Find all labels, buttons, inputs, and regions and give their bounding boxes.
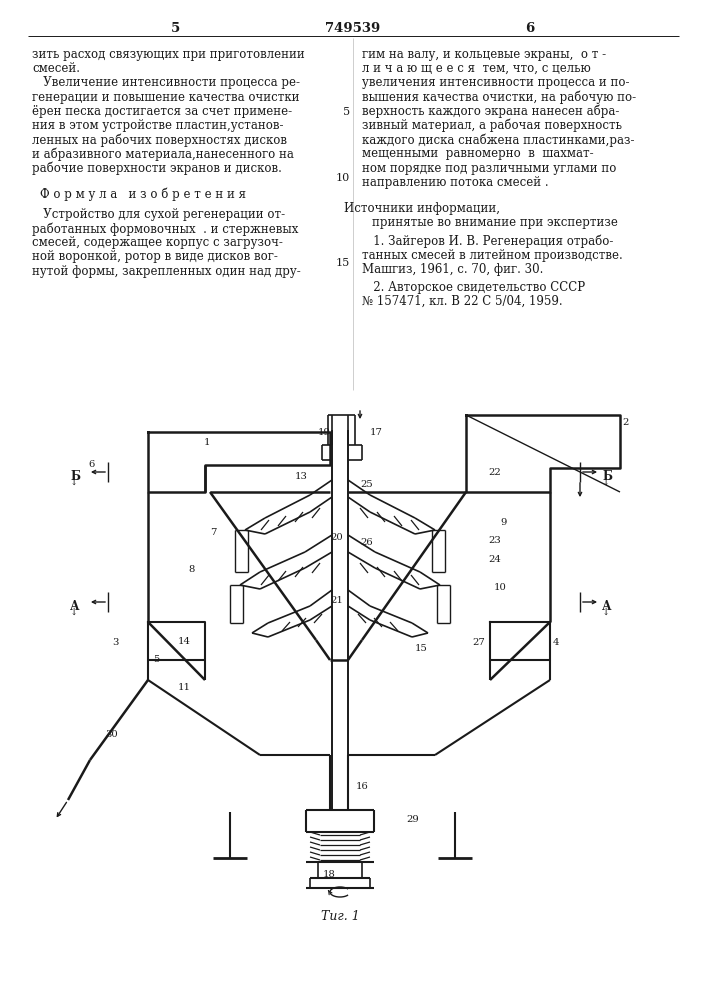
Text: и абразивного материала,нанесенного на: и абразивного материала,нанесенного на <box>32 147 294 161</box>
Text: ленных на рабочих поверхностях дисков: ленных на рабочих поверхностях дисков <box>32 133 287 147</box>
Text: 1. Зайгеров И. В. Регенерация отрабо-: 1. Зайгеров И. В. Регенерация отрабо- <box>362 234 614 248</box>
Text: 5: 5 <box>153 655 159 664</box>
Text: 1: 1 <box>204 438 211 447</box>
Text: 6: 6 <box>88 460 94 469</box>
Text: нутой формы, закрепленных один над дру-: нутой формы, закрепленных один над дру- <box>32 265 300 278</box>
Text: 2. Авторское свидетельство СССР: 2. Авторское свидетельство СССР <box>362 281 585 294</box>
Text: А: А <box>70 600 80 613</box>
Text: л и ч а ю щ е е с я  тем, что, с целью: л и ч а ю щ е е с я тем, что, с целью <box>362 62 591 75</box>
Text: 15: 15 <box>415 644 428 653</box>
Text: 7: 7 <box>210 528 216 537</box>
Text: ↓: ↓ <box>602 478 610 487</box>
Text: А: А <box>602 600 612 613</box>
Text: 30: 30 <box>105 730 118 739</box>
Text: 17: 17 <box>370 428 383 437</box>
Text: 9: 9 <box>500 518 506 527</box>
Text: 13: 13 <box>295 472 308 481</box>
Text: Устройство для сухой регенерации от-: Устройство для сухой регенерации от- <box>32 208 285 221</box>
Text: зивный материал, а рабочая поверхность: зивный материал, а рабочая поверхность <box>362 119 622 132</box>
Text: 14: 14 <box>178 637 191 646</box>
Text: ↓: ↓ <box>70 608 78 617</box>
Text: 3: 3 <box>112 638 118 647</box>
Text: смесей, содержащее корпус с загрузоч-: смесей, содержащее корпус с загрузоч- <box>32 236 283 249</box>
Text: Увеличение интенсивности процесса ре-: Увеличение интенсивности процесса ре- <box>32 76 300 89</box>
Text: 26: 26 <box>360 538 373 547</box>
Text: каждого диска снабжена пластинками,раз-: каждого диска снабжена пластинками,раз- <box>362 133 634 147</box>
Text: ёрен песка достигается за счет примене-: ёрен песка достигается за счет примене- <box>32 105 292 118</box>
Text: принятые во внимание при экспертизе: принятые во внимание при экспертизе <box>372 216 618 229</box>
Text: ния в этом устройстве пластин,установ-: ния в этом устройстве пластин,установ- <box>32 119 284 132</box>
Text: Источники информации,: Источники информации, <box>344 202 500 215</box>
Text: 29: 29 <box>406 815 419 824</box>
Text: направлению потока смесей .: направлению потока смесей . <box>362 176 549 189</box>
Text: генерации и повышение качества очистки: генерации и повышение качества очистки <box>32 91 300 104</box>
Text: 23: 23 <box>488 536 501 545</box>
Text: 19: 19 <box>318 428 331 437</box>
Text: 24: 24 <box>488 555 501 564</box>
Text: 749539: 749539 <box>325 22 380 35</box>
Text: танных смесей в литейном производстве.: танных смесей в литейном производстве. <box>362 249 623 262</box>
Text: 6: 6 <box>525 22 534 35</box>
Text: 21: 21 <box>330 596 343 605</box>
Text: рабочие поверхности экранов и дисков.: рабочие поверхности экранов и дисков. <box>32 162 282 175</box>
Text: 4: 4 <box>553 638 559 647</box>
Text: 10: 10 <box>336 173 350 183</box>
Text: Б: Б <box>602 470 612 483</box>
Text: 2: 2 <box>622 418 629 427</box>
Text: Τиг. 1: Τиг. 1 <box>321 910 359 923</box>
Text: 25: 25 <box>360 480 373 489</box>
Text: № 157471, кл. В 22 С 5/04, 1959.: № 157471, кл. В 22 С 5/04, 1959. <box>362 295 563 308</box>
Text: 18: 18 <box>323 870 336 879</box>
Text: вышения качества очистки, на рабочую по-: вышения качества очистки, на рабочую по- <box>362 91 636 104</box>
Text: 5: 5 <box>343 107 350 117</box>
Text: 27: 27 <box>472 638 485 647</box>
Text: зить расход связующих при приготовлении: зить расход связующих при приготовлении <box>32 48 305 61</box>
Text: Б: Б <box>70 470 80 483</box>
Text: верхность каждого экрана нанесен абра-: верхность каждого экрана нанесен абра- <box>362 105 619 118</box>
Text: ↓: ↓ <box>70 478 78 487</box>
Text: смесей.: смесей. <box>32 62 80 75</box>
Text: Ф о р м у л а   и з о б р е т е н и я: Ф о р м у л а и з о б р е т е н и я <box>40 188 246 201</box>
Text: 20: 20 <box>330 533 343 542</box>
Text: увеличения интенсивности процесса и по-: увеличения интенсивности процесса и по- <box>362 76 629 89</box>
Text: мещенными  равномерно  в  шахмат-: мещенными равномерно в шахмат- <box>362 147 594 160</box>
Text: ном порядке под различными углами по: ном порядке под различными углами по <box>362 162 617 175</box>
Text: 5: 5 <box>171 22 180 35</box>
Text: 15: 15 <box>336 258 350 268</box>
Text: 8: 8 <box>188 565 194 574</box>
Text: 22: 22 <box>488 468 501 477</box>
Text: 10: 10 <box>494 583 507 592</box>
Text: ной воронкой, ротор в виде дисков вог-: ной воронкой, ротор в виде дисков вог- <box>32 250 278 263</box>
Text: Машгиз, 1961, с. 70, фиг. 30.: Машгиз, 1961, с. 70, фиг. 30. <box>362 263 544 276</box>
Text: работанных формовочных  . и стержневых: работанных формовочных . и стержневых <box>32 222 298 235</box>
Text: 11: 11 <box>178 683 191 692</box>
Text: ↓: ↓ <box>602 608 610 617</box>
Text: гим на валу, и кольцевые экраны,  о т -: гим на валу, и кольцевые экраны, о т - <box>362 48 606 61</box>
Text: 16: 16 <box>356 782 369 791</box>
